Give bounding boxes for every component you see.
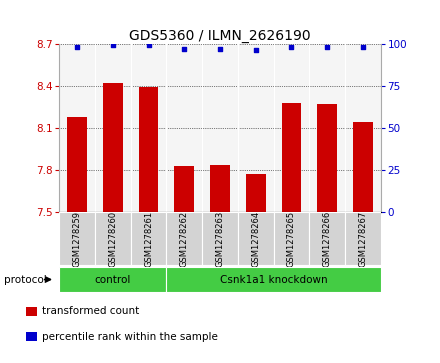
Text: GSM1278264: GSM1278264	[251, 211, 260, 267]
Bar	[59, 212, 95, 265]
Bar	[131, 212, 166, 265]
Point	[252, 48, 259, 53]
Bar	[210, 164, 230, 212]
Bar	[345, 212, 381, 265]
Point	[216, 46, 224, 52]
Text: percentile rank within the sample: percentile rank within the sample	[42, 331, 218, 342]
Text: GSM1278265: GSM1278265	[287, 211, 296, 267]
Bar	[166, 267, 381, 292]
Text: GSM1278259: GSM1278259	[73, 211, 82, 267]
Text: GSM1278260: GSM1278260	[108, 211, 117, 267]
Text: GSM1278261: GSM1278261	[144, 211, 153, 267]
Bar	[274, 212, 309, 265]
Bar	[59, 267, 166, 292]
Bar	[238, 212, 274, 265]
Bar	[95, 212, 131, 265]
Bar	[246, 174, 265, 212]
Bar	[67, 117, 87, 212]
Title: GDS5360 / ILMN_2626190: GDS5360 / ILMN_2626190	[129, 29, 311, 42]
Bar	[26, 307, 37, 316]
Point	[145, 42, 152, 48]
Text: Csnk1a1 knockdown: Csnk1a1 knockdown	[220, 274, 327, 285]
Text: GSM1278266: GSM1278266	[323, 211, 332, 267]
Bar	[202, 212, 238, 265]
Bar	[26, 332, 37, 341]
Point	[181, 46, 188, 52]
Point	[359, 44, 366, 50]
Text: transformed count: transformed count	[42, 306, 139, 316]
Bar	[139, 87, 158, 212]
Text: GSM1278267: GSM1278267	[358, 211, 367, 267]
Point	[288, 44, 295, 50]
Text: control: control	[95, 274, 131, 285]
Text: GSM1278263: GSM1278263	[216, 211, 224, 267]
Bar	[175, 166, 194, 212]
Text: GSM1278262: GSM1278262	[180, 211, 189, 267]
Bar	[282, 103, 301, 212]
Bar	[309, 212, 345, 265]
Bar	[317, 104, 337, 212]
Bar	[353, 122, 373, 212]
Point	[74, 44, 81, 50]
Text: protocol: protocol	[4, 274, 47, 285]
Point	[323, 44, 330, 50]
Point	[110, 42, 117, 48]
Bar	[103, 83, 123, 212]
Bar	[166, 212, 202, 265]
